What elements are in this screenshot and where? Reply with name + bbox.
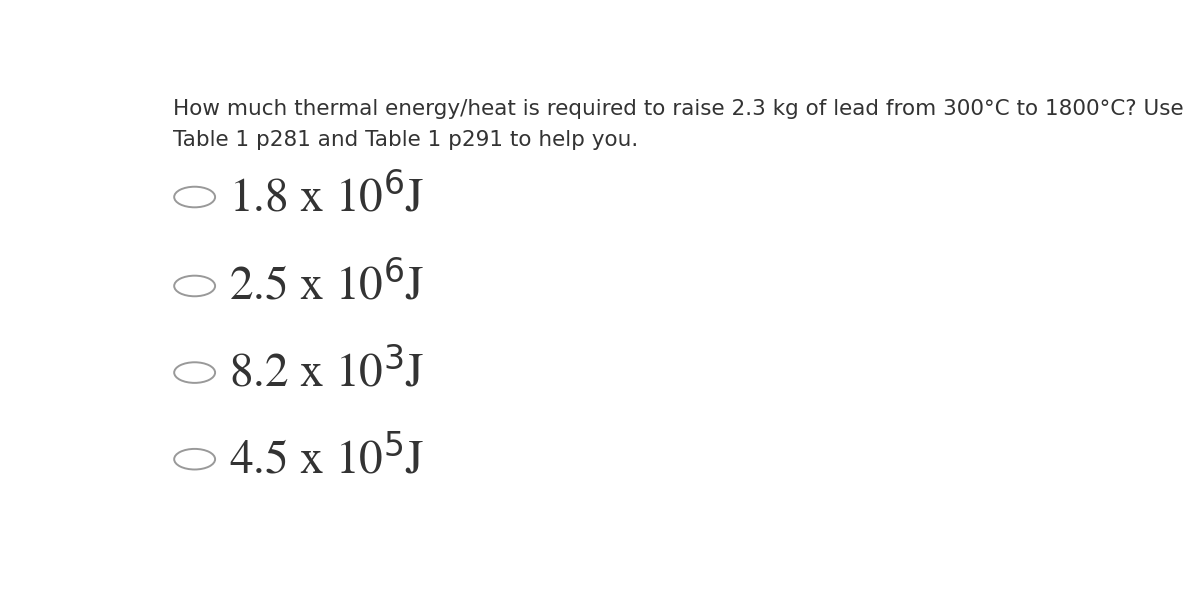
Text: 2.5 x 10$^{6}$J: 2.5 x 10$^{6}$J [229,263,424,309]
Text: 8.2 x 10$^{3}$J: 8.2 x 10$^{3}$J [229,349,424,396]
Text: How much thermal energy/heat is required to raise 2.3 kg of lead from 300°C to 1: How much thermal energy/heat is required… [173,98,1184,119]
Text: Table 1 p281 and Table 1 p291 to help you.: Table 1 p281 and Table 1 p291 to help yo… [173,130,638,150]
Text: 1.8 x 10$^{6}$J: 1.8 x 10$^{6}$J [229,173,424,221]
Text: 4.5 x 10$^{5}$J: 4.5 x 10$^{5}$J [229,435,424,483]
